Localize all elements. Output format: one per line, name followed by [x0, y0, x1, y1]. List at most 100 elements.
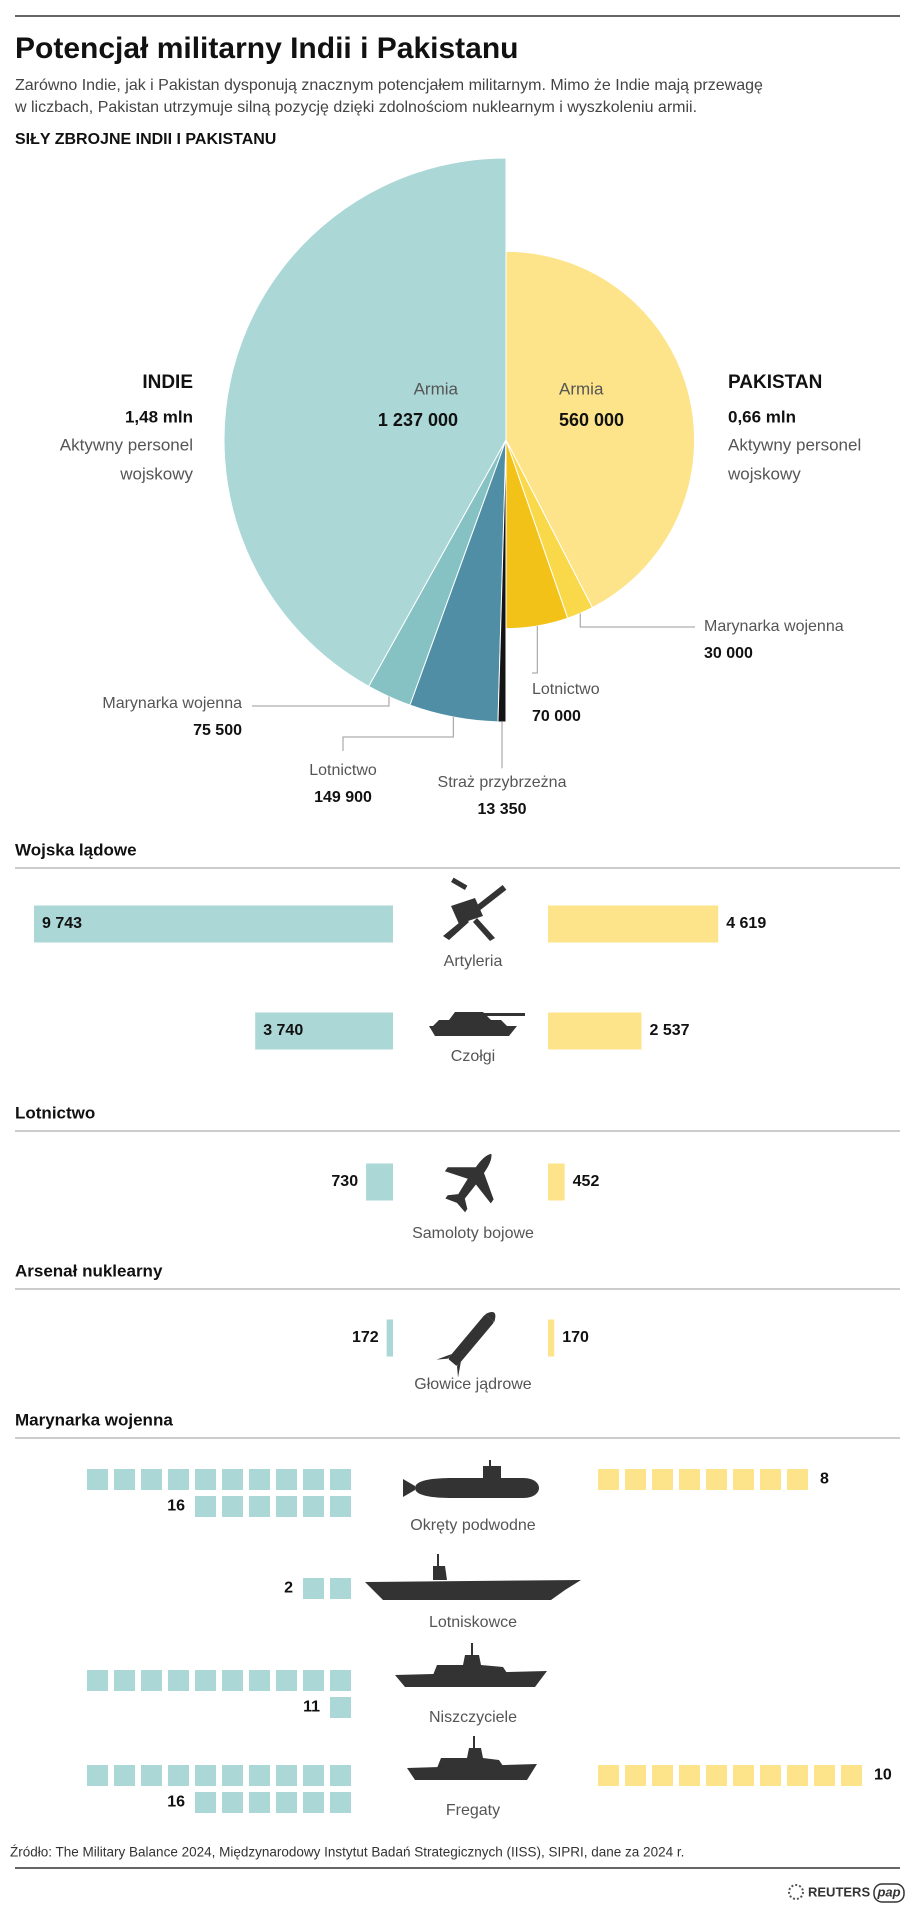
slice-label: Marynarka wojenna: [102, 695, 242, 712]
chart-title: SIŁY ZBROJNE INDII I PAKISTANU: [15, 131, 276, 148]
country-note: wojskowy: [119, 464, 193, 483]
leader-line: [579, 613, 695, 628]
unit-square: [195, 1469, 216, 1490]
country-total: 1,48 mln: [125, 407, 193, 426]
unit-square: [195, 1765, 216, 1786]
slice-value: 75 500: [193, 722, 242, 739]
slice-label: Lotnictwo: [309, 762, 377, 779]
unit-square: [330, 1670, 351, 1691]
title: Potencjał militarny Indii i Pakistanu: [15, 32, 518, 65]
section-title: Lotnictwo: [15, 1103, 95, 1122]
unit-square: [222, 1496, 243, 1517]
unit-square: [787, 1469, 808, 1490]
brand: pap: [876, 1884, 900, 1899]
category-label: Głowice jądrowe: [414, 1376, 531, 1393]
unit-square: [141, 1469, 162, 1490]
category-label: Artyleria: [444, 953, 503, 970]
jet-icon: [444, 1153, 494, 1213]
unit-square: [168, 1765, 189, 1786]
unit-square: [141, 1670, 162, 1691]
bar: [548, 1319, 555, 1357]
subtitle: Zarówno Indie, jak i Pakistan dysponują …: [15, 77, 763, 94]
unit-square: [141, 1765, 162, 1786]
unit-square: [330, 1469, 351, 1490]
unit-square: [222, 1765, 243, 1786]
unit-square: [625, 1765, 646, 1786]
bar-value: 3 740: [263, 1022, 303, 1039]
country-note: Aktywny personel: [728, 435, 861, 454]
category-label: Okręty podwodne: [410, 1517, 536, 1534]
unit-square: [652, 1469, 673, 1490]
unit-value: 2: [284, 1580, 293, 1597]
bar: [366, 1163, 393, 1201]
missile-icon: [436, 1312, 496, 1378]
category-label: Czołgi: [451, 1048, 495, 1065]
slice-label: Marynarka wojenna: [704, 618, 844, 635]
slice-value: 149 900: [314, 789, 372, 806]
country-name: PAKISTAN: [728, 372, 822, 393]
leader-line: [532, 625, 538, 674]
bar: [255, 1012, 393, 1050]
slice-value: 30 000: [704, 645, 753, 662]
slice-label: Lotnictwo: [532, 681, 600, 698]
unit-square: [276, 1469, 297, 1490]
bar-value: 4 619: [726, 915, 766, 932]
unit-square: [303, 1469, 324, 1490]
unit-square: [114, 1670, 135, 1691]
unit-value: 16: [167, 1498, 185, 1515]
reuters-logo: [788, 1884, 804, 1900]
country-name: INDIE: [142, 372, 193, 393]
slice-value: 70 000: [532, 708, 581, 725]
unit-square: [249, 1496, 270, 1517]
bar-value: 172: [352, 1329, 379, 1346]
unit-square: [114, 1765, 135, 1786]
unit-square: [330, 1578, 351, 1599]
unit-square: [814, 1765, 835, 1786]
slice-value: 13 350: [478, 801, 527, 818]
bar-value: 9 743: [42, 915, 82, 932]
unit-square: [330, 1697, 351, 1718]
section-title: Marynarka wojenna: [15, 1410, 173, 1429]
pie-slice: [505, 439, 569, 630]
unit-square: [679, 1765, 700, 1786]
unit-square: [760, 1765, 781, 1786]
leader-line: [342, 717, 454, 751]
country-note: wojskowy: [727, 464, 801, 483]
unit-square: [679, 1469, 700, 1490]
bar: [548, 905, 719, 943]
unit-square: [598, 1469, 619, 1490]
brand-badge: [873, 1883, 905, 1903]
unit-square: [303, 1765, 324, 1786]
unit-square: [330, 1765, 351, 1786]
frigate-icon: [407, 1736, 537, 1780]
unit-square: [787, 1765, 808, 1786]
pie-slice: [497, 439, 507, 723]
unit-square: [222, 1792, 243, 1813]
submarine-icon: [403, 1460, 539, 1498]
unit-square: [195, 1496, 216, 1517]
category-label: Samoloty bojowe: [412, 1225, 534, 1242]
bar: [548, 1163, 565, 1201]
bar-value: 2 537: [649, 1022, 689, 1039]
unit-value: 10: [874, 1767, 892, 1784]
unit-value: 8: [820, 1471, 829, 1488]
unit-square: [706, 1765, 727, 1786]
country-note: Aktywny personel: [60, 435, 193, 454]
unit-square: [276, 1670, 297, 1691]
bar: [34, 905, 393, 943]
unit-square: [87, 1469, 108, 1490]
leader-line: [252, 696, 390, 707]
subtitle: w liczbach, Pakistan utrzymuje silną poz…: [14, 99, 697, 116]
artillery-icon: [443, 877, 507, 941]
unit-square: [330, 1792, 351, 1813]
brand: REUTERS: [808, 1884, 870, 1899]
unit-square: [168, 1670, 189, 1691]
unit-value: 11: [303, 1699, 320, 1716]
country-total: 0,66 mln: [728, 407, 796, 426]
pie-slice: [223, 157, 507, 688]
slice-label: Armia: [559, 379, 604, 398]
unit-square: [276, 1765, 297, 1786]
category-label: Lotniskowce: [429, 1614, 517, 1631]
unit-square: [168, 1469, 189, 1490]
unit-square: [276, 1792, 297, 1813]
